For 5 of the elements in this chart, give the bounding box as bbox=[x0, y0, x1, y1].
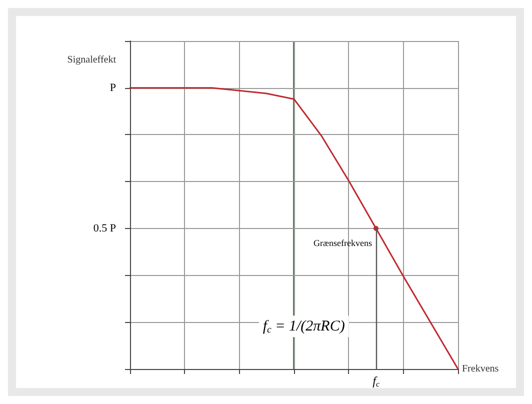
y-axis-title: Signaleffekt bbox=[67, 54, 116, 66]
annotation: Grænsefrekvens bbox=[314, 238, 372, 248]
text: P bbox=[110, 82, 116, 94]
text: 0.5 P bbox=[93, 222, 116, 234]
x-axis-title: Frekvens bbox=[462, 364, 499, 374]
